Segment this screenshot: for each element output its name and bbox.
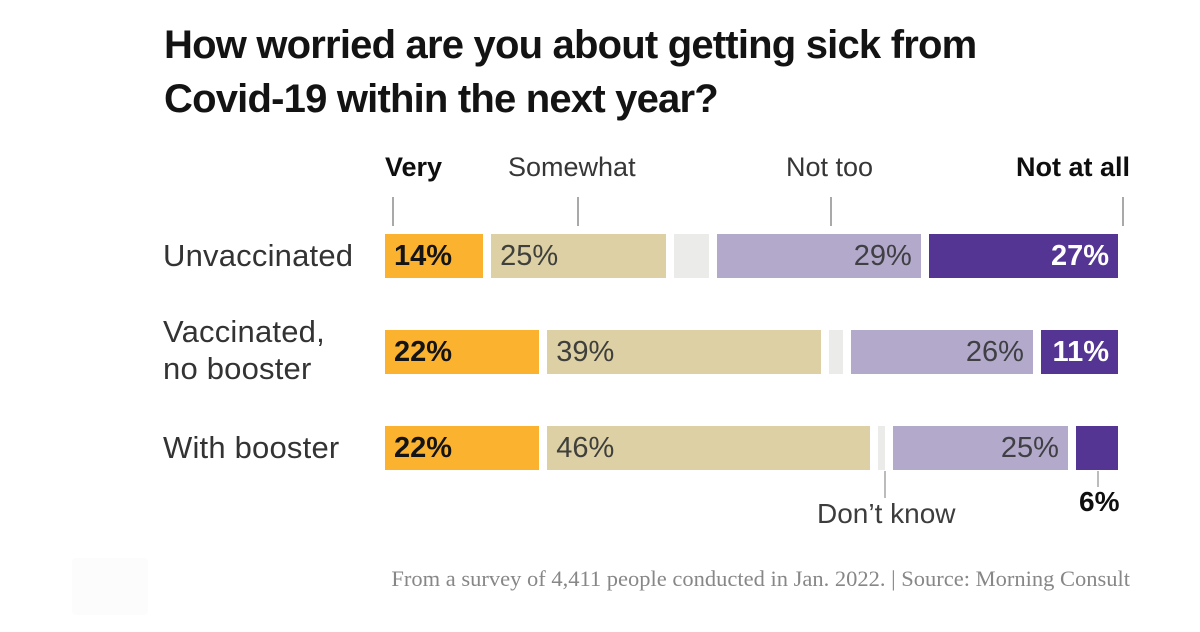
segment-somewhat: 25%: [491, 234, 667, 278]
header-tick-very: [392, 197, 394, 226]
value-label: 14%: [394, 240, 453, 272]
segment-dont-know: [877, 426, 885, 470]
value-label: 11%: [1052, 336, 1109, 368]
category-label-line: With booster: [163, 430, 340, 465]
six-percent-leader-line: [1097, 471, 1099, 487]
segment-very: 22%: [385, 426, 540, 470]
segment-somewhat: 39%: [547, 330, 821, 374]
bar-row-with-booster: 22% 46% 25%: [385, 426, 1118, 470]
value-label: 29%: [853, 240, 912, 272]
footnote-source: From a survey of 4,411 people conducted …: [391, 566, 1130, 591]
page-title-line2: Covid-19 within the next year?: [164, 77, 719, 121]
segment-not-too: 25%: [892, 426, 1068, 470]
segment-not-too: 29%: [717, 234, 921, 278]
category-label-line: Unvaccinated: [163, 238, 354, 273]
category-label-with-booster: With booster: [163, 426, 339, 470]
bar-row-vaccinated-no-booster: 22% 39% 26% 11%: [385, 330, 1118, 374]
page-title-line1: How worried are you about getting sick f…: [164, 23, 977, 67]
category-label-line: no booster: [163, 351, 312, 386]
segment-somewhat: 46%: [547, 426, 870, 470]
header-tick-not-too: [830, 197, 832, 226]
value-label: 25%: [1000, 432, 1059, 464]
value-label: 22%: [394, 336, 453, 368]
category-label-line: Vaccinated,: [163, 314, 325, 349]
value-label: 27%: [1050, 240, 1109, 272]
value-label: 22%: [394, 432, 453, 464]
six-percent-label: 6%: [1079, 486, 1120, 517]
segment-dont-know: [828, 330, 843, 374]
segment-not-at-all: [1075, 426, 1118, 470]
category-label-unvaccinated: Unvaccinated: [163, 234, 353, 278]
segment-not-too: 26%: [850, 330, 1033, 374]
segment-dont-know: [674, 234, 710, 278]
segment-not-at-all: 11%: [1040, 330, 1118, 374]
column-header-somewhat: Somewhat: [508, 152, 636, 182]
column-header-not-at-all: Not at all: [1015, 152, 1130, 182]
column-header-not-too: Not too: [786, 152, 874, 182]
page-title: How worried are you about getting sick f…: [164, 18, 1144, 126]
value-label: 26%: [965, 336, 1024, 368]
segment-very: 22%: [385, 330, 540, 374]
segment-not-at-all: 27%: [928, 234, 1118, 278]
watermark-square: [72, 558, 148, 615]
dont-know-label: Don’t know: [817, 498, 956, 529]
value-label: 25%: [500, 240, 559, 272]
segment-very: 14%: [385, 234, 484, 278]
dont-know-leader-line: [884, 471, 886, 498]
bar-row-unvaccinated: 14% 25% 29% 27%: [385, 234, 1118, 278]
category-label-vaccinated-no-booster: Vaccinated, no booster: [163, 313, 325, 387]
header-tick-somewhat: [577, 197, 579, 226]
header-tick-not-at-all: [1122, 197, 1124, 226]
value-label: 39%: [556, 336, 615, 368]
value-label: 46%: [556, 432, 615, 464]
column-header-very: Very: [385, 152, 443, 182]
